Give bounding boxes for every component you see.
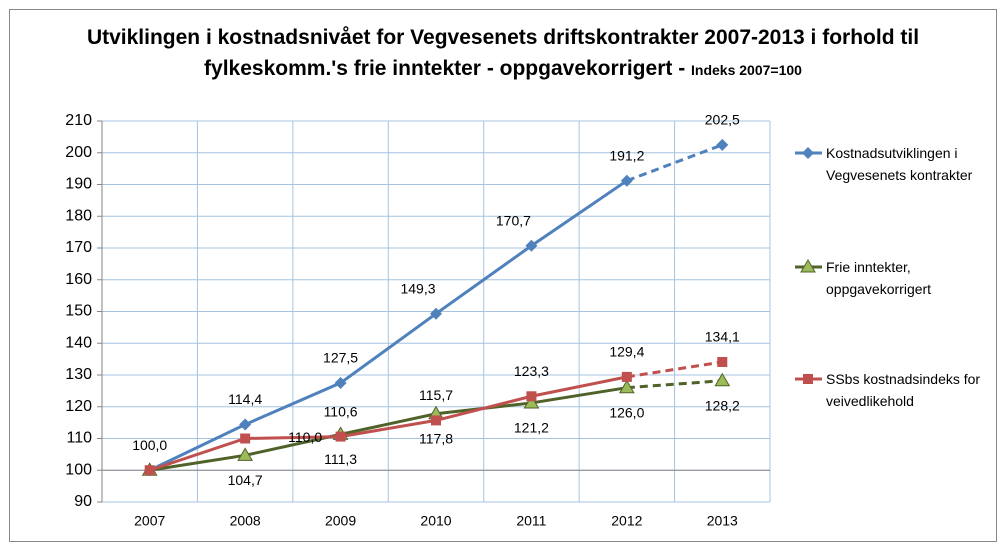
data-label: 126,0 <box>609 404 644 420</box>
point <box>526 391 537 402</box>
y-tick-label: 200 <box>65 144 92 161</box>
point <box>621 371 632 382</box>
y-tick-label: 210 <box>65 112 92 129</box>
y-tick-label: 170 <box>65 239 92 256</box>
y-tick-label: 90 <box>74 493 92 510</box>
series-line <box>149 386 628 472</box>
data-label: 202,5 <box>705 112 740 128</box>
x-tick-label: 2007 <box>134 513 165 529</box>
legend-label: Frie inntekter, oppgavekorrigert <box>826 259 932 297</box>
point <box>335 431 346 442</box>
y-tick-label: 100 <box>65 461 92 478</box>
data-label: 170,7 <box>496 212 531 228</box>
point <box>523 394 540 409</box>
data-label: 110,0 <box>288 429 322 445</box>
point <box>144 465 155 476</box>
legend-label: Kostnadsutviklingen i Vegvesenets kontra… <box>826 145 973 183</box>
data-label: 191,2 <box>609 147 644 163</box>
point <box>618 379 635 394</box>
point <box>620 174 633 187</box>
data-label: 149,3 <box>400 280 435 296</box>
y-tick-label: 140 <box>65 334 92 351</box>
point <box>237 447 254 461</box>
y-tick-label: 120 <box>65 398 92 415</box>
data-label: 114,4 <box>228 391 262 407</box>
data-label: 110,6 <box>324 403 358 419</box>
x-tick-label: 2010 <box>420 513 451 529</box>
point <box>431 415 441 426</box>
point <box>430 307 442 320</box>
y-tick-label: 190 <box>65 176 92 193</box>
chart-subtitle: Indeks 2007=100 <box>691 62 802 78</box>
point <box>240 433 251 444</box>
point <box>239 418 252 431</box>
y-tick-label: 180 <box>65 207 92 224</box>
x-tick-label: 2012 <box>611 513 642 529</box>
chart-title: Utviklingen i kostnadsnivået for Vegvese… <box>86 26 920 80</box>
point <box>803 374 813 384</box>
y-tick-label: 130 <box>65 366 92 383</box>
legend-label: SSbs kostnadsindeks for veivedlikehold <box>826 371 981 409</box>
data-label: 111,3 <box>324 451 357 467</box>
x-tick-label: 2011 <box>516 513 546 529</box>
x-tick-label: 2008 <box>230 513 261 529</box>
data-label: 104,7 <box>228 472 263 488</box>
data-label: 127,5 <box>323 350 358 366</box>
data-label: 128,2 <box>705 397 740 413</box>
y-tick-label: 110 <box>66 430 92 447</box>
data-label: 115,7 <box>419 387 453 403</box>
series-line-dashed <box>626 143 723 183</box>
x-tick-label: 2013 <box>707 513 738 529</box>
series-line <box>149 375 628 472</box>
point <box>717 356 728 367</box>
y-tick-label: 150 <box>65 303 92 320</box>
point <box>525 239 538 252</box>
series-line-dashed <box>626 379 723 390</box>
point <box>714 372 731 387</box>
chart-title-block: Utviklingen i kostnadsnivået for Vegvese… <box>20 22 986 86</box>
series-line <box>149 179 628 472</box>
point <box>334 376 347 389</box>
chart-frame <box>9 9 997 542</box>
point <box>800 259 816 273</box>
y-tick-label: 160 <box>65 271 92 288</box>
x-tick-label: 2009 <box>325 513 356 529</box>
point <box>716 138 729 151</box>
series-line-dashed <box>626 360 723 379</box>
point <box>802 147 814 159</box>
data-label: 134,1 <box>705 329 740 345</box>
data-label: 100,0 <box>132 437 167 453</box>
data-label: 129,4 <box>609 344 644 360</box>
data-label: 123,3 <box>514 363 549 379</box>
data-label: 121,2 <box>514 420 549 436</box>
data-label: 117,8 <box>419 430 453 446</box>
